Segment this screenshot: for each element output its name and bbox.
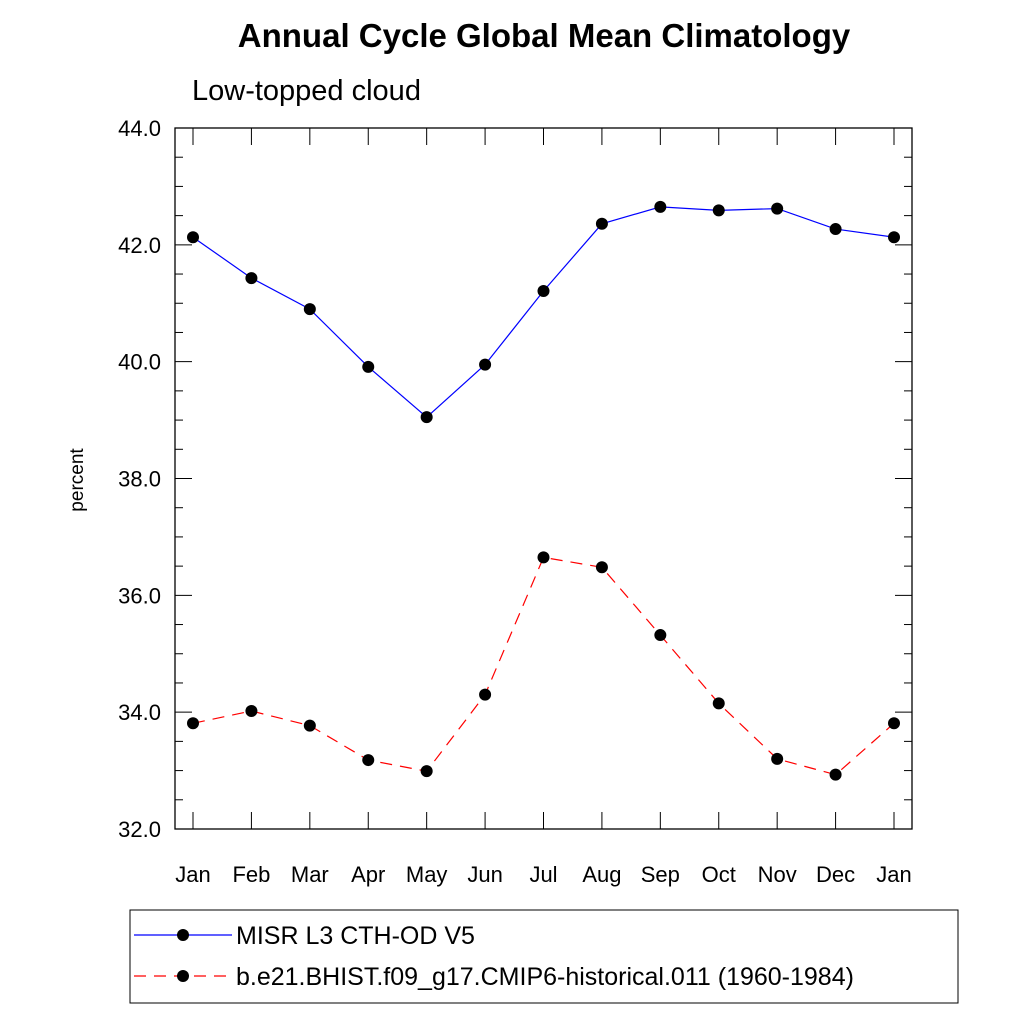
series-1-point [888,717,900,730]
chart-title: Annual Cycle Global Mean Climatology [238,17,851,54]
series-1-point [420,765,433,778]
legend-marker-misr [177,929,189,941]
plot-frame [174,127,913,830]
series-1-point [771,752,784,765]
x-tick-label: Dec [816,862,855,887]
series-line-1 [192,556,895,776]
y-tick-label: 32.0 [118,817,161,842]
series-1-point [595,561,608,574]
x-tick-label: Jan [175,862,210,887]
series-0-point [712,204,725,217]
series-0-point [595,217,608,230]
x-tick-label: Feb [232,862,270,887]
y-tick-label: 38.0 [118,467,161,492]
x-tick-label: Jun [467,862,502,887]
series-0-point [303,303,316,316]
x-tick-label: Aug [582,862,621,887]
series-1-point [245,704,258,717]
series-0-point [420,411,433,424]
series-0-point [187,231,199,244]
y-tick-label: 42.0 [118,233,161,258]
legend-label-misr: MISR L3 CTH-OD V5 [236,922,475,950]
x-tick-label: Sep [641,862,680,887]
series-1-point [537,551,550,564]
legend: MISR L3 CTH-OD V5 b.e21.BHIST.f09_g17.CM… [129,909,959,1004]
x-tick-label: Jan [876,862,911,887]
series-0-point [771,202,784,215]
series-0-point [654,200,667,213]
x-tick-label: Oct [702,862,736,887]
x-tick-label: Jul [529,862,557,887]
x-tick-label: Nov [758,862,797,887]
series-1-point [303,719,316,732]
y-tick-label: 44.0 [118,116,161,141]
chart-subtitle: Low-topped cloud [192,75,421,107]
series-line-0 [192,206,895,418]
y-tick-label: 40.0 [118,350,161,375]
series-0-point [362,360,375,373]
y-tick-label: 36.0 [118,583,161,608]
x-tick-label: May [406,862,448,887]
series-1-point [654,629,667,642]
legend-label-cmip6: b.e21.BHIST.f09_g17.CMIP6-historical.011… [236,963,854,991]
ticks-layer: 32.0 34.0 36.0 38.0 40.0 42.0 44.0 Jan Feb Mar Apr… [118,116,912,887]
series-1-point [829,768,842,781]
series-0-point [829,223,842,236]
series-layer [187,200,900,781]
series-1-point [362,754,375,767]
y-tick-label: 34.0 [118,700,161,725]
series-0-point [479,358,492,371]
series-1-point [479,688,492,701]
series-1-point [187,717,199,730]
series-0-point [537,284,550,297]
y-axis-label: percent [67,448,88,512]
series-0-point [888,231,900,244]
x-tick-label: Apr [351,862,385,887]
legend-box [129,909,959,1004]
series-1-point [712,697,725,710]
series-0-point [245,272,258,285]
legend-marker-cmip6 [177,970,189,982]
x-tick-label: Mar [291,862,329,887]
